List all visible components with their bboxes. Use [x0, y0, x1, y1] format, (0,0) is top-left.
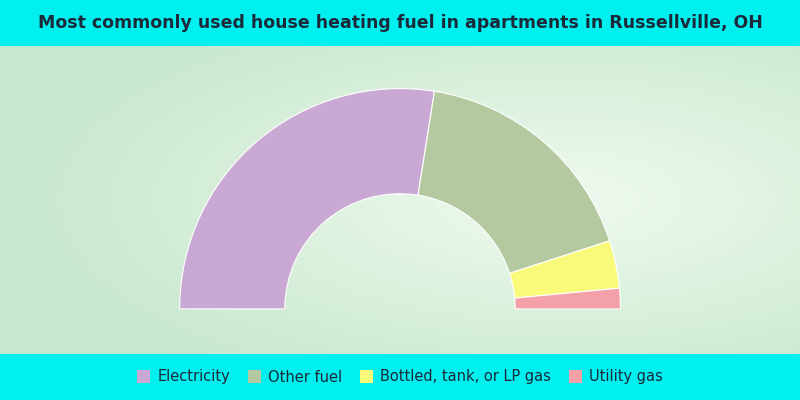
Wedge shape — [180, 88, 434, 309]
Wedge shape — [514, 288, 620, 309]
Wedge shape — [418, 91, 610, 273]
Wedge shape — [510, 241, 619, 298]
Text: Most commonly used house heating fuel in apartments in Russellville, OH: Most commonly used house heating fuel in… — [38, 14, 762, 32]
Legend: Electricity, Other fuel, Bottled, tank, or LP gas, Utility gas: Electricity, Other fuel, Bottled, tank, … — [137, 370, 663, 384]
